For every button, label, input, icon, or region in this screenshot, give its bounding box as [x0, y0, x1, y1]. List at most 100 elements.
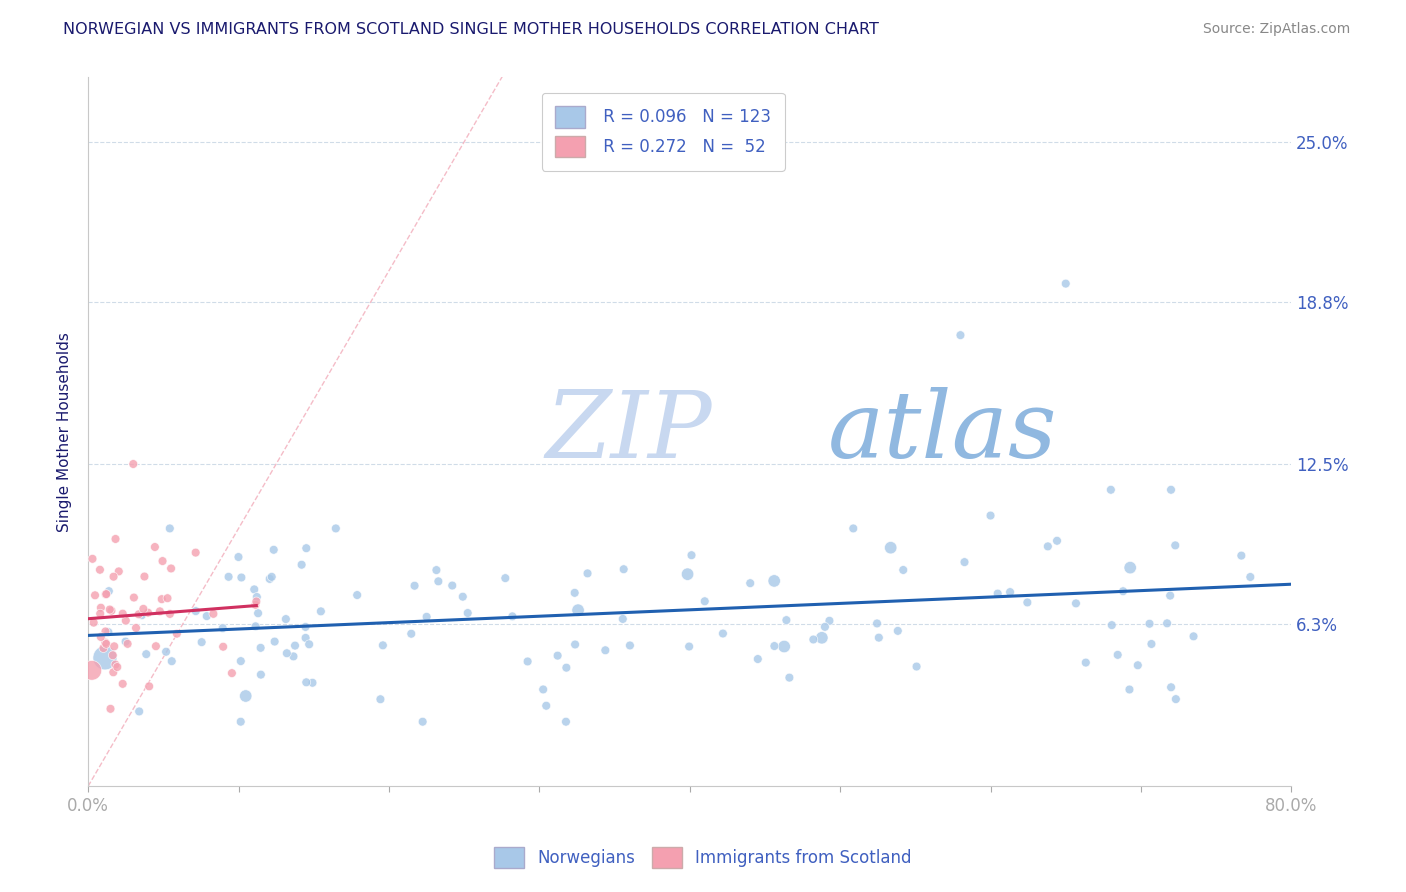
Point	[218, 570, 240, 584]
Point	[291, 558, 314, 572]
Point	[1064, 596, 1087, 610]
Legend:  R = 0.096   N = 123,  R = 0.272   N =  52: R = 0.096 N = 123, R = 0.272 N = 52	[541, 93, 785, 170]
Point	[676, 567, 699, 582]
Point	[84, 588, 107, 602]
Point	[96, 637, 118, 651]
Point	[576, 566, 599, 581]
Point	[564, 586, 586, 600]
Point	[1054, 277, 1077, 291]
Point	[294, 631, 316, 645]
Point	[125, 621, 148, 635]
Point	[212, 640, 235, 654]
Point	[295, 675, 318, 690]
Point	[160, 561, 183, 575]
Point	[555, 661, 578, 675]
Point	[228, 549, 250, 564]
Point	[401, 626, 423, 640]
Point	[90, 600, 112, 615]
Point	[811, 631, 834, 645]
Point	[987, 586, 1010, 600]
Point	[131, 608, 153, 623]
Point	[678, 640, 700, 654]
Point	[136, 606, 159, 620]
Point	[516, 655, 538, 669]
Text: ZIP: ZIP	[546, 387, 711, 477]
Point	[891, 563, 914, 577]
Legend: Norwegians, Immigrants from Scotland: Norwegians, Immigrants from Scotland	[488, 840, 918, 875]
Point	[94, 650, 117, 665]
Point	[494, 571, 516, 585]
Point	[229, 714, 252, 729]
Point	[101, 648, 124, 663]
Point	[259, 572, 281, 586]
Point	[98, 602, 121, 616]
Text: Source: ZipAtlas.com: Source: ZipAtlas.com	[1202, 22, 1350, 37]
Point	[94, 635, 117, 649]
Point	[547, 648, 569, 663]
Point	[263, 634, 285, 648]
Point	[184, 545, 207, 559]
Point	[159, 607, 181, 621]
Point	[1112, 584, 1135, 599]
Point	[325, 521, 347, 535]
Point	[138, 679, 160, 693]
Point	[245, 598, 267, 612]
Point	[111, 607, 134, 621]
Point	[93, 641, 115, 656]
Point	[681, 548, 703, 562]
Point	[100, 702, 122, 716]
Point	[1107, 648, 1129, 662]
Point	[740, 576, 762, 591]
Point	[104, 532, 127, 546]
Point	[778, 671, 800, 685]
Point	[868, 631, 890, 645]
Point	[80, 664, 103, 678]
Point	[801, 632, 824, 647]
Point	[135, 647, 157, 661]
Point	[370, 692, 392, 706]
Point	[122, 591, 145, 605]
Point	[243, 582, 266, 597]
Point	[276, 646, 298, 660]
Point	[309, 604, 332, 618]
Point	[555, 714, 578, 729]
Point	[531, 682, 554, 697]
Point	[612, 612, 634, 626]
Point	[412, 714, 434, 729]
Point	[100, 604, 122, 618]
Point	[128, 705, 150, 719]
Point	[104, 657, 127, 672]
Point	[1101, 618, 1123, 632]
Point	[166, 626, 188, 640]
Point	[295, 541, 318, 556]
Point	[117, 637, 139, 651]
Point	[747, 652, 769, 666]
Point	[160, 654, 183, 668]
Point	[156, 591, 179, 606]
Point	[195, 609, 218, 624]
Point	[155, 645, 177, 659]
Point	[842, 521, 865, 535]
Point	[190, 635, 212, 649]
Point	[998, 585, 1021, 599]
Point	[150, 592, 173, 607]
Point	[763, 574, 786, 588]
Point	[346, 588, 368, 602]
Point	[229, 654, 252, 668]
Point	[247, 606, 270, 620]
Point	[97, 584, 120, 599]
Point	[1164, 538, 1187, 552]
Point	[114, 634, 136, 648]
Point	[1099, 483, 1122, 497]
Point	[887, 624, 910, 638]
Point	[145, 639, 167, 653]
Point	[879, 541, 901, 555]
Point	[1046, 533, 1069, 548]
Point	[1074, 656, 1097, 670]
Point	[1017, 595, 1039, 609]
Point	[294, 620, 316, 634]
Point	[245, 594, 267, 608]
Point	[149, 604, 172, 618]
Point	[274, 612, 297, 626]
Y-axis label: Single Mother Households: Single Mother Households	[58, 332, 72, 532]
